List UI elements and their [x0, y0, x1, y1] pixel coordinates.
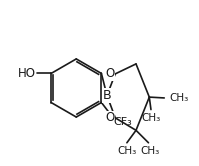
Text: CF₃: CF₃	[113, 117, 132, 127]
Text: HO: HO	[18, 67, 36, 80]
Text: CH₃: CH₃	[117, 146, 137, 156]
Text: CH₃: CH₃	[140, 146, 160, 156]
Text: CH₃: CH₃	[169, 93, 188, 103]
Text: O: O	[105, 67, 114, 80]
Text: O: O	[105, 111, 114, 124]
Text: B: B	[103, 89, 111, 102]
Text: CH₃: CH₃	[141, 113, 161, 123]
